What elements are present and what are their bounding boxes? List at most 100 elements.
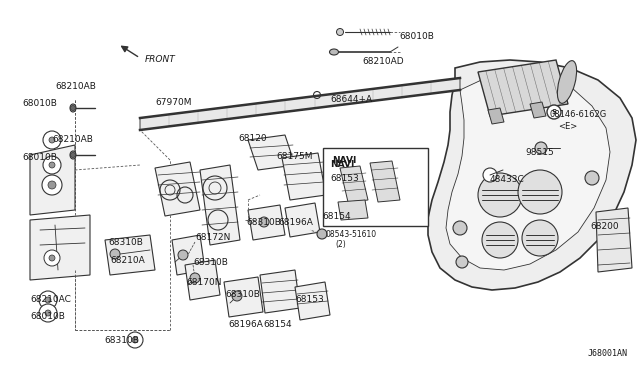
Circle shape [456, 256, 468, 268]
Circle shape [110, 249, 120, 259]
Circle shape [44, 250, 60, 266]
Text: 48433C: 48433C [490, 175, 525, 184]
Text: 68170N: 68170N [186, 278, 221, 287]
Circle shape [259, 217, 269, 227]
Text: 68154: 68154 [322, 212, 351, 221]
Polygon shape [248, 135, 295, 170]
Circle shape [49, 137, 55, 143]
Circle shape [483, 168, 497, 182]
Circle shape [453, 221, 467, 235]
Circle shape [535, 142, 547, 154]
Ellipse shape [330, 49, 339, 55]
Text: 68010B: 68010B [22, 153, 57, 162]
Text: 68196A: 68196A [228, 320, 263, 329]
Polygon shape [200, 165, 240, 245]
Circle shape [585, 171, 599, 185]
Text: 68010B: 68010B [30, 312, 65, 321]
Polygon shape [248, 205, 285, 240]
Text: S: S [552, 109, 557, 115]
Polygon shape [596, 208, 632, 272]
Text: 68175M: 68175M [276, 152, 312, 161]
Text: <E>: <E> [558, 122, 577, 131]
Text: 08543-51610: 08543-51610 [326, 230, 377, 239]
Circle shape [518, 170, 562, 214]
Text: 68210AB: 68210AB [52, 135, 93, 144]
Polygon shape [285, 203, 320, 237]
Text: 68010B: 68010B [399, 32, 434, 41]
Polygon shape [478, 60, 568, 116]
Circle shape [42, 175, 62, 195]
Text: 68210A: 68210A [110, 256, 145, 265]
Text: 68210AD: 68210AD [362, 57, 404, 66]
Polygon shape [338, 200, 368, 220]
Text: 68310B: 68310B [193, 258, 228, 267]
Polygon shape [282, 153, 326, 200]
Polygon shape [488, 108, 504, 124]
Ellipse shape [337, 29, 344, 35]
Circle shape [43, 156, 61, 174]
Text: 68153: 68153 [330, 174, 359, 183]
Text: 68010B: 68010B [22, 99, 57, 108]
Polygon shape [140, 78, 460, 130]
Circle shape [43, 131, 61, 149]
Text: 68310B: 68310B [104, 336, 139, 345]
Text: NAVI: NAVI [332, 156, 356, 165]
Text: 98515: 98515 [525, 148, 554, 157]
Polygon shape [224, 277, 263, 317]
Circle shape [232, 291, 242, 301]
Polygon shape [30, 145, 75, 215]
Ellipse shape [557, 61, 577, 103]
Text: FRONT: FRONT [145, 55, 176, 64]
Circle shape [70, 153, 76, 157]
Text: 68310B: 68310B [225, 290, 260, 299]
Text: 68172N: 68172N [195, 233, 230, 242]
Text: 68310B: 68310B [108, 238, 143, 247]
Circle shape [478, 173, 522, 217]
Polygon shape [295, 282, 330, 320]
Text: 68210AC: 68210AC [30, 295, 71, 304]
Text: 08146-6162G: 08146-6162G [550, 110, 607, 119]
Text: (2): (2) [335, 240, 346, 249]
Text: J68001AN: J68001AN [588, 349, 628, 358]
Polygon shape [105, 235, 155, 275]
Polygon shape [260, 270, 300, 313]
Text: 68644+A: 68644+A [330, 95, 372, 104]
Circle shape [482, 222, 518, 258]
Circle shape [48, 181, 56, 189]
Circle shape [178, 250, 188, 260]
Circle shape [45, 310, 51, 316]
Polygon shape [446, 72, 610, 270]
Text: 68310B: 68310B [246, 218, 281, 227]
Bar [323, 148, 428, 226]
Circle shape [39, 291, 57, 309]
Circle shape [45, 297, 51, 303]
Polygon shape [172, 235, 205, 275]
Polygon shape [30, 215, 90, 280]
Text: 68210AB: 68210AB [55, 82, 96, 91]
Polygon shape [530, 102, 546, 118]
Polygon shape [428, 60, 636, 290]
Polygon shape [185, 260, 220, 300]
Circle shape [49, 162, 55, 168]
Text: NAVI: NAVI [330, 160, 355, 169]
Text: 68120: 68120 [238, 134, 267, 143]
Circle shape [49, 255, 55, 261]
Polygon shape [340, 166, 368, 202]
Circle shape [317, 229, 327, 239]
Text: 68200: 68200 [590, 222, 619, 231]
Circle shape [190, 273, 200, 283]
Text: 67970M: 67970M [155, 98, 191, 107]
Circle shape [70, 106, 76, 110]
Polygon shape [155, 162, 200, 216]
Text: 68153: 68153 [295, 295, 324, 304]
Circle shape [547, 105, 561, 119]
Circle shape [522, 220, 558, 256]
Ellipse shape [70, 104, 76, 112]
Text: 68196A: 68196A [278, 218, 313, 227]
Circle shape [127, 332, 143, 348]
Circle shape [39, 304, 57, 322]
Circle shape [132, 337, 138, 343]
Polygon shape [370, 161, 400, 202]
Text: 68154: 68154 [263, 320, 292, 329]
Ellipse shape [70, 151, 76, 159]
